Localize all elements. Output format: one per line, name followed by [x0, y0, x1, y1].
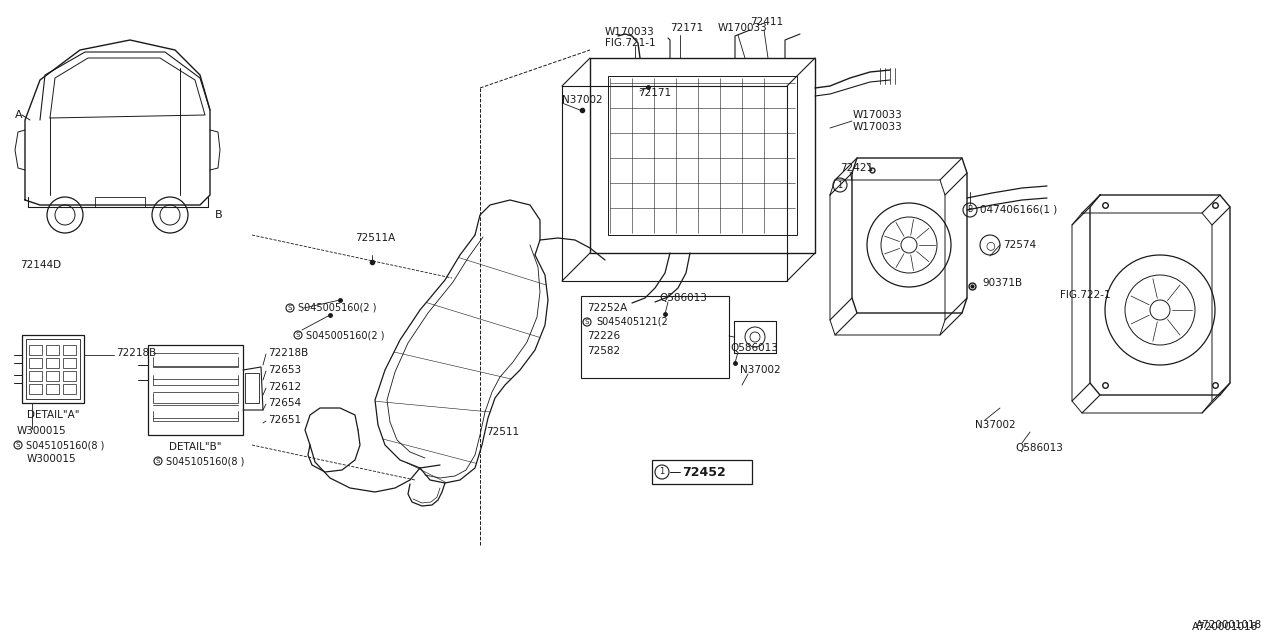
Text: W300015: W300015: [27, 454, 77, 464]
Bar: [29, 358, 42, 368]
Text: B: B: [215, 210, 223, 220]
Text: 72421: 72421: [840, 163, 873, 173]
Text: A720001018: A720001018: [1192, 622, 1258, 632]
Text: Q586013: Q586013: [1015, 443, 1062, 453]
Bar: [63, 358, 76, 368]
Text: 72582: 72582: [588, 346, 620, 356]
Text: 72574: 72574: [1004, 240, 1036, 250]
Bar: [63, 384, 76, 394]
Text: DETAIL"B": DETAIL"B": [169, 442, 221, 452]
Bar: [46, 371, 59, 381]
Text: W170033: W170033: [718, 23, 768, 33]
Text: FIG.722-1: FIG.722-1: [1060, 290, 1111, 300]
Bar: [22, 335, 84, 403]
Bar: [29, 345, 42, 355]
Bar: [590, 58, 815, 253]
Text: A: A: [15, 110, 23, 120]
Text: 1: 1: [837, 180, 842, 189]
Text: A720001018: A720001018: [1196, 620, 1262, 630]
Text: 72252A: 72252A: [588, 303, 627, 313]
Text: 72511: 72511: [486, 427, 520, 437]
Text: W170033: W170033: [852, 122, 902, 132]
Text: W300015: W300015: [17, 426, 67, 436]
Bar: [29, 371, 42, 381]
Text: 72171: 72171: [637, 88, 671, 98]
Text: 72171: 72171: [669, 23, 703, 33]
Text: N37002: N37002: [975, 420, 1015, 430]
Text: S045005160(2 ): S045005160(2 ): [306, 330, 384, 340]
Bar: [46, 345, 59, 355]
Text: S: S: [15, 442, 20, 448]
Bar: [95, 197, 145, 207]
Text: 72144D: 72144D: [20, 260, 61, 270]
Text: 72218B: 72218B: [268, 348, 308, 358]
Bar: [148, 345, 243, 435]
Text: S045005160(2 ): S045005160(2 ): [298, 303, 376, 313]
Text: S045105160(8 ): S045105160(8 ): [26, 440, 105, 450]
Text: 72226: 72226: [588, 331, 620, 341]
Text: N37002: N37002: [740, 365, 781, 375]
Text: 72653: 72653: [268, 365, 301, 375]
Bar: [581, 296, 730, 378]
Text: N37002: N37002: [562, 95, 603, 105]
Bar: [244, 373, 259, 403]
Text: S045105160(8 ): S045105160(8 ): [166, 456, 244, 466]
Text: 90371B: 90371B: [982, 278, 1023, 288]
Text: ○: ○: [986, 240, 995, 250]
Circle shape: [901, 237, 916, 253]
Bar: [46, 358, 59, 368]
Text: Q586013: Q586013: [730, 343, 778, 353]
Text: S: S: [156, 458, 160, 464]
Text: 72452: 72452: [682, 465, 726, 479]
Text: 72511A: 72511A: [355, 233, 396, 243]
Text: S: S: [585, 319, 589, 325]
Text: W170033: W170033: [605, 27, 655, 37]
Bar: [63, 371, 76, 381]
Text: FIG.721-1: FIG.721-1: [605, 38, 655, 48]
Bar: [63, 345, 76, 355]
Text: 1: 1: [659, 467, 664, 477]
Text: 72654: 72654: [268, 398, 301, 408]
Text: 72651: 72651: [268, 415, 301, 425]
Bar: [608, 76, 797, 235]
Text: DETAIL"A": DETAIL"A": [27, 410, 79, 420]
Text: 047406166(1 ): 047406166(1 ): [980, 205, 1057, 215]
Text: W170033: W170033: [852, 110, 902, 120]
Text: Q586013: Q586013: [659, 293, 707, 303]
Bar: [46, 384, 59, 394]
Text: 72411: 72411: [750, 17, 783, 27]
Text: 72218B: 72218B: [116, 348, 156, 358]
Text: 72612: 72612: [268, 382, 301, 392]
Bar: [26, 339, 79, 399]
Bar: [652, 460, 753, 484]
Bar: [29, 384, 42, 394]
Text: S: S: [288, 305, 292, 311]
Text: S045405121(2: S045405121(2: [596, 317, 668, 327]
Text: B: B: [968, 205, 973, 214]
Text: S: S: [296, 332, 301, 338]
